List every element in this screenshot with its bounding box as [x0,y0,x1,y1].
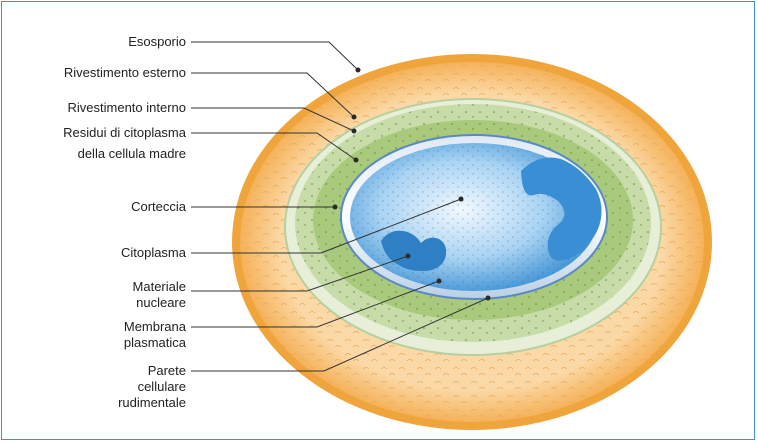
nuclear-material-left [381,230,447,271]
leader-lines [191,41,489,372]
label-residui-line1: Residui di citoplasma [63,125,187,140]
nuclear-material-right [521,157,602,261]
leader-dots [332,67,491,301]
label-parete-line1: Parete [148,363,186,378]
label-esosporio: Esosporio [128,34,186,49]
label-parete-line3: rudimentale [118,395,186,410]
label-rivestimento-interno: Rivestimento interno [68,100,187,115]
label-parete-line2: cellulare [138,379,186,394]
label-rivestimento-esterno: Rivestimento esterno [64,65,186,80]
label-citoplasma: Citoplasma [121,245,187,260]
label-materiale-line2: nucleare [136,295,186,310]
label-corteccia: Corteccia [131,199,187,214]
label-materiale-line1: Materiale [133,279,186,294]
label-residui-line2: della cellula madre [78,146,186,161]
label-membrana-line1: Membrana [124,319,187,334]
label-membrana-line2: plasmatica [124,335,187,350]
